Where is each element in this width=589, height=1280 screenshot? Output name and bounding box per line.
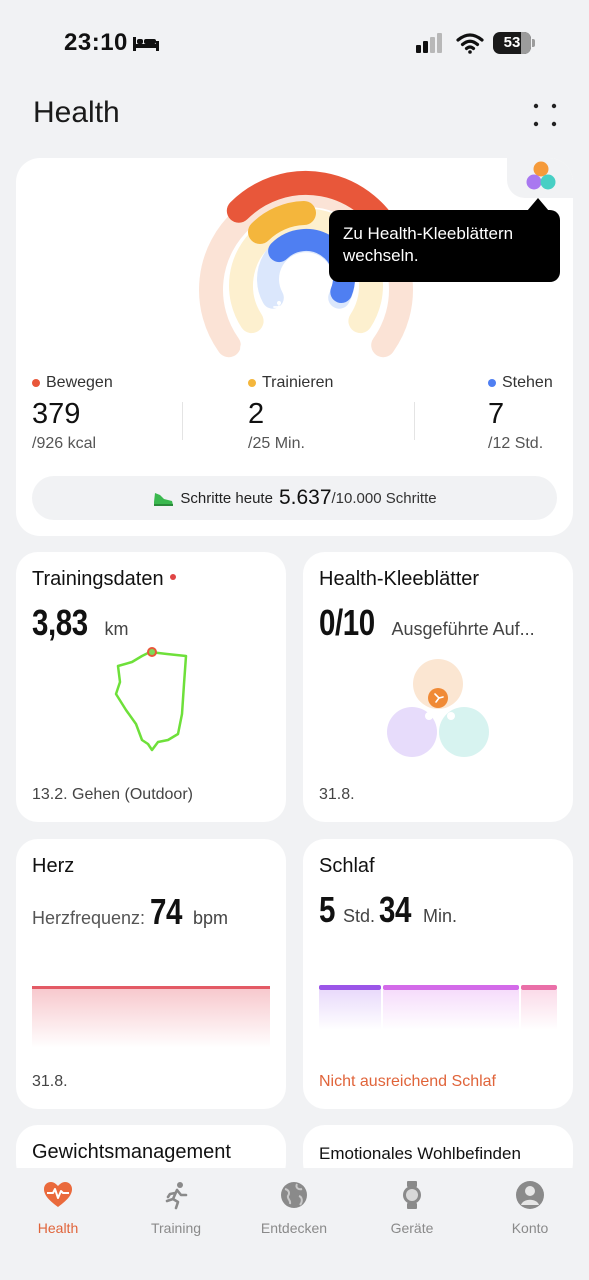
status-bar: 23:10 53 [0,0,589,88]
wifi-icon [456,33,484,54]
weight-title: Gewichtsmanagement [32,1141,231,1163]
tooltip-line-1: Zu Health-Kleeblättern [343,224,514,243]
bottom-navigation: Health Training Entdecken Geräte Konto [0,1168,589,1280]
heart-pulse-icon [44,1182,72,1207]
tooltip-arrow [527,198,549,211]
stand-goal: /12 Std. [488,435,544,452]
watch-icon [403,1181,421,1209]
steps-goal: /10.000 Schritte [331,489,437,507]
heart-date: 31.8. [32,1073,68,1090]
divider [182,402,183,440]
nav-account[interactable]: Konto [480,1180,580,1236]
sleep-title: Schlaf [319,855,375,877]
exercise-ring [248,201,316,244]
steps-value: 5.637 [278,486,332,509]
training-card[interactable]: Trainingsdaten 3,83 km 13.2. Gehen (Outd… [16,552,286,822]
move-metric: Bewegen 379 /926 kcal [32,374,113,453]
flame-icon [240,340,249,355]
stand-value: 7 [488,398,505,430]
stand-metric: Stehen 7 /12 Std. [488,374,553,453]
globe-icon [281,1182,307,1208]
shoe-icon [154,493,174,506]
clover-title: Health-Kleeblätter [319,568,480,590]
clover-count: 0/10 [319,602,375,643]
sleep-minutes-unit: Min. [422,906,457,926]
runner-ring-icon [257,328,269,341]
sleep-hours-unit: Std. [342,906,376,926]
heart-title: Herz [32,855,75,877]
edit-cards-icon[interactable] [530,100,560,130]
page-title: Health [33,96,120,129]
route-map [114,647,188,752]
exercise-metric: Trainieren 2 /25 Min. [248,374,333,453]
clover-date: 31.8. [319,786,355,803]
battery-indicator: 53 [493,32,535,54]
health-clover-card[interactable]: Health-Kleeblätter 0/10 Ausgeführte Auf.… [303,552,573,822]
heart-rate-unit: bpm [193,908,229,928]
runner-icon [165,1182,188,1210]
heart-rate-value: 74 [149,891,182,932]
new-indicator-dot [169,573,176,580]
tooltip-line-2: wechseln. [343,246,419,265]
nav-health-label: Health [37,1220,79,1236]
clover-icon [526,161,556,190]
training-unit: km [104,619,129,639]
move-goal: /926 kcal [32,435,97,452]
sleep-hours: 5 [319,889,336,930]
status-time: 23:10 [64,29,128,56]
sleep-status: Nicht ausreichend Schlaf [319,1073,496,1090]
nav-training[interactable]: Training [126,1180,226,1236]
mood-title: Emotionales Wohlbefinden [319,1144,521,1163]
signal-icon [416,33,442,53]
sleep-minutes: 34 [379,889,412,930]
nav-discover[interactable]: Entdecken [244,1180,344,1236]
nav-training-label: Training [150,1220,202,1236]
divider [414,402,415,440]
nav-devices-label: Geräte [390,1220,434,1236]
clover-switch-button[interactable] [507,158,573,198]
sleep-card[interactable]: Schlaf 5 Std. 34 Min. Nicht ausreichend … [303,839,573,1109]
training-title: Trainingsdaten [32,568,164,590]
standing-person-icon [273,301,285,318]
nav-health[interactable]: Health [8,1180,108,1236]
nav-devices[interactable]: Geräte [362,1180,462,1236]
training-distance: 3,83 [32,602,88,643]
heart-rate-chart [32,986,270,1048]
nav-discover-label: Entdecken [260,1220,328,1236]
heart-card[interactable]: Herz Herzfrequenz: 74 bpm 31.8. [16,839,286,1109]
nav-account-label: Konto [511,1220,549,1236]
exercise-label: Trainieren [262,374,334,391]
steps-today-bar[interactable]: Schritte heute 5.637 /10.000 Schritte [32,476,557,520]
avatar-icon [516,1181,544,1209]
clover-unit: Ausgeführte Auf... [391,619,535,639]
heart-rate-label: Herzfrequenz: [32,908,146,928]
clover-tooltip[interactable]: Zu Health-Kleeblättern wechseln. [329,210,560,282]
training-date: 13.2. Gehen (Outdoor) [32,786,193,803]
move-value: 379 [32,398,81,430]
battery-level: 53 [503,34,521,51]
stand-label: Stehen [502,374,553,391]
move-label: Bewegen [46,374,113,391]
sleep-chart [319,985,557,1030]
clover-graphic [387,659,489,757]
bed-icon [133,37,159,51]
exercise-goal: /25 Min. [248,435,305,452]
exercise-value: 2 [248,398,265,430]
steps-label: Schritte heute [180,489,273,507]
